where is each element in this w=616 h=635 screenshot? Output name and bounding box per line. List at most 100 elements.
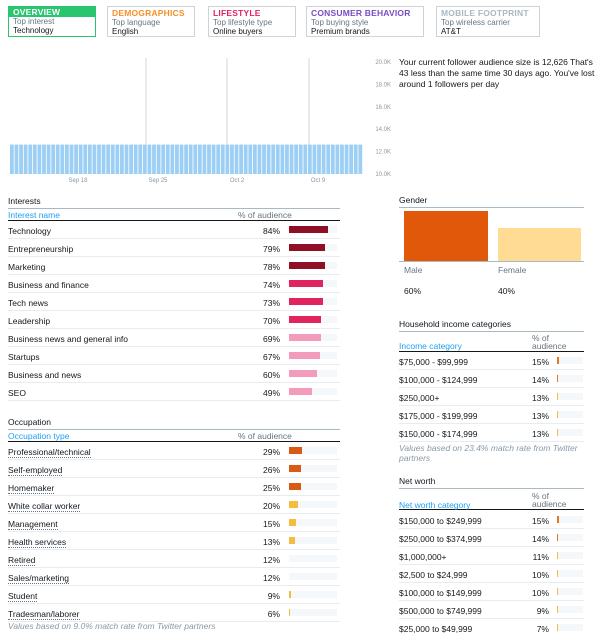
row-label: $175,000 - $199,999 (399, 411, 478, 421)
row-bar-track (557, 411, 583, 418)
follower-bar (37, 144, 42, 174)
table-row: Business and finance 74% (8, 275, 340, 293)
row-percent: 73% (262, 298, 280, 308)
networth-category-header: Net worth category (399, 500, 471, 510)
follower-bar (65, 144, 69, 174)
row-label[interactable]: Health services (8, 537, 67, 548)
follower-bar (303, 144, 308, 174)
row-bar-track (289, 465, 337, 472)
table-row: Leadership 70% (8, 311, 340, 329)
tab-title: LIFESTYLE (213, 8, 261, 18)
follower-bar (266, 144, 271, 174)
follower-bar (243, 144, 248, 174)
row-bar (557, 552, 558, 559)
row-bar (557, 516, 560, 523)
tab-overview[interactable]: OVERVIEW Top interest Technology (8, 6, 96, 37)
follower-bar (142, 144, 147, 174)
row-bar (557, 411, 558, 418)
row-label[interactable]: Professional/technical (8, 447, 91, 458)
table-row: Professional/technical 29% (8, 442, 340, 460)
interests-header: Interest name % of audience (8, 210, 340, 221)
row-bar (289, 537, 295, 544)
tab-demographics[interactable]: DEMOGRAPHICS Top language English (107, 6, 195, 37)
table-row: Tradesman/laborer 6% (8, 604, 340, 622)
follower-bar (211, 144, 216, 174)
table-row: $175,000 - $199,999 13% (399, 406, 584, 424)
interests-title: Interests (8, 196, 340, 209)
follower-bar (115, 144, 120, 174)
follower-bar (197, 144, 202, 174)
table-row: Self-employed 26% (8, 460, 340, 478)
follower-bar (257, 144, 262, 174)
row-bar-track (289, 483, 337, 490)
table-row: $500,000 to $749,999 9% (399, 601, 584, 619)
y-tick-label: 10.0K (375, 172, 391, 178)
tab-consumer-behavior[interactable]: CONSUMER BEHAVIOR Top buying style Premi… (306, 6, 424, 37)
row-percent: 12% (262, 573, 280, 583)
follower-bar (23, 144, 28, 174)
row-bar (289, 244, 326, 251)
row-label[interactable]: Management (8, 519, 58, 530)
row-percent: 15% (262, 519, 280, 529)
row-label: $25,000 to $49,999 (399, 624, 473, 634)
row-label[interactable]: Tradesman/laborer (8, 609, 80, 620)
follower-bar (10, 144, 14, 174)
follower-bar (32, 144, 37, 174)
follower-bar (147, 144, 152, 174)
row-label[interactable]: Homemaker (8, 483, 55, 494)
row-percent: 26% (262, 465, 280, 475)
row-bar-track (557, 357, 583, 364)
tab-lifestyle[interactable]: LIFESTYLE Top lifestyle type Online buye… (208, 6, 296, 37)
row-bar-track (289, 334, 337, 341)
tab-value: Premium brands (311, 27, 370, 36)
follower-bar (101, 144, 106, 174)
table-row: $150,000 - $174,999 13% (399, 424, 584, 442)
row-label[interactable]: Retired (8, 555, 36, 566)
row-bar (557, 570, 558, 577)
row-label[interactable]: Sales/marketing (8, 573, 69, 584)
table-row: $75,000 - $99,999 15% (399, 352, 584, 370)
occupation-type-header: Occupation type (8, 431, 70, 441)
table-row: $150,000 to $249,999 15% (399, 511, 584, 529)
row-percent: 12% (262, 555, 280, 565)
row-label[interactable]: White collar worker (8, 501, 81, 512)
occupation-note: Values based on 9.0% match rate from Twi… (8, 621, 216, 631)
row-percent: 84% (262, 226, 280, 236)
row-bar-track (289, 280, 337, 287)
row-percent: 13% (531, 429, 549, 439)
table-row: Student 9% (8, 586, 340, 604)
tab-value: Technology (13, 26, 54, 35)
row-label: $150,000 to $249,999 (399, 516, 482, 526)
gender-title: Gender (399, 195, 584, 208)
follower-bar (335, 144, 340, 174)
x-tick-label: Sep 18 (68, 178, 88, 184)
row-label: $500,000 to $749,999 (399, 606, 482, 616)
row-label: Technology (8, 226, 52, 236)
tab-subtitle: Top wireless carrier (441, 18, 510, 27)
tab-subtitle: Top language (112, 18, 161, 27)
occupation-title: Occupation (8, 417, 340, 430)
gender-male-pct: 60% (404, 286, 422, 296)
row-percent: 13% (531, 411, 549, 421)
occupation-header: Occupation type % of audience (8, 431, 340, 442)
follower-bar (234, 144, 239, 174)
follower-bar (14, 144, 19, 174)
follower-bar (188, 144, 193, 174)
row-percent: 29% (262, 447, 280, 457)
row-percent: 11% (532, 552, 549, 562)
row-label[interactable]: Self-employed (8, 465, 63, 476)
tab-subtitle: Top interest (13, 17, 55, 26)
gender-male-bar (404, 211, 488, 261)
row-bar (289, 262, 325, 269)
tab-title: MOBILE FOOTPRINT (441, 8, 529, 18)
row-bar (289, 280, 324, 287)
row-percent: 10% (531, 570, 549, 580)
row-percent: 74% (262, 280, 280, 290)
row-label: SEO (8, 388, 26, 398)
tab-mobile-footprint[interactable]: MOBILE FOOTPRINT Top wireless carrier AT… (436, 6, 540, 37)
row-label[interactable]: Student (8, 591, 38, 602)
follower-bar (184, 144, 188, 174)
row-bar (557, 393, 558, 400)
follower-bar (312, 144, 317, 174)
row-label: Marketing (8, 262, 46, 272)
